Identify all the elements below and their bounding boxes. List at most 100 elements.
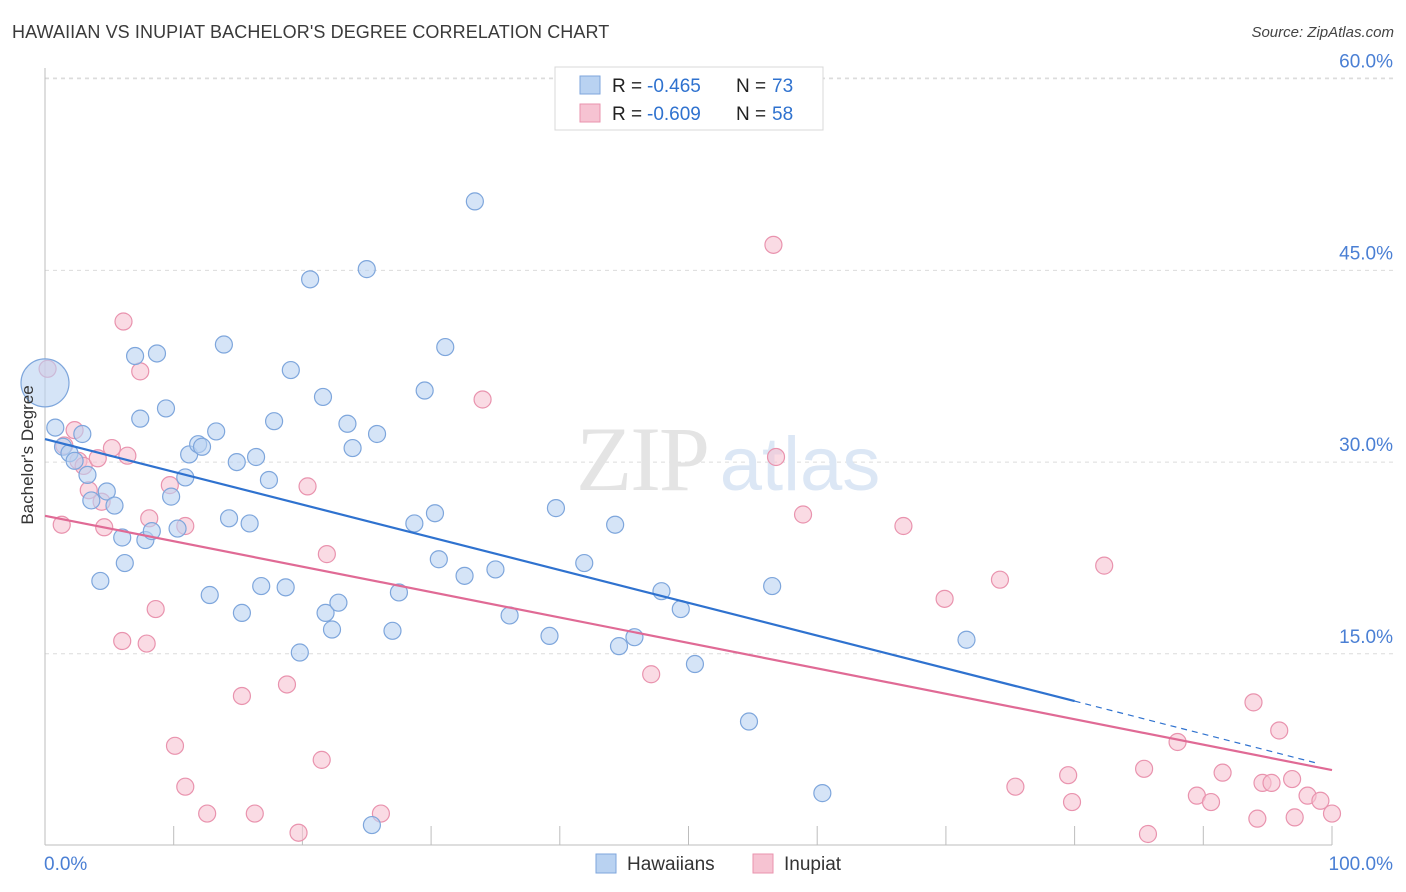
hawaiians-point <box>486 560 505 579</box>
inupiat-point <box>1168 732 1187 752</box>
inupiat-point <box>277 675 297 694</box>
inupiat-point <box>131 362 150 381</box>
inupiat-point <box>1311 791 1330 810</box>
inupiat-point <box>289 823 308 842</box>
hawaiians-point <box>82 491 101 510</box>
hawaiians-point <box>739 712 759 731</box>
hawaiians-point <box>322 620 342 639</box>
hawaiians-point <box>207 422 226 441</box>
inupiat-point <box>1244 693 1263 712</box>
legend-label-inupiat: Inupiat <box>784 854 842 875</box>
source-credit: Source: ZipAtlas.com <box>1251 24 1394 41</box>
hawaiians-trend-line <box>44 438 1075 703</box>
hawaiians-point <box>162 487 181 506</box>
inupiat-point <box>1062 792 1082 812</box>
inupiat-point <box>793 505 813 524</box>
stats-r-label-inupiat: R = <box>612 104 647 125</box>
inupiat-point <box>766 447 786 467</box>
watermark: ZIP atlas <box>576 408 880 510</box>
inupiat-point <box>1270 721 1289 740</box>
inupiat-point <box>137 634 156 653</box>
inupiat-point <box>1201 792 1221 812</box>
stats-r-value-hawaiians: -0.465 <box>647 76 701 97</box>
inupiat-point <box>1138 824 1158 844</box>
y-tick-label: 15.0% <box>1339 627 1393 648</box>
hawaiians-point <box>232 603 252 623</box>
hawaiians-point <box>73 424 92 444</box>
hawaiians-point <box>290 643 309 662</box>
inupiat-point <box>473 390 492 409</box>
hawaiians-point <box>156 399 176 418</box>
y-tick-label: 45.0% <box>1339 243 1393 264</box>
hawaiians-point <box>65 451 84 470</box>
hawaiians-point <box>367 424 387 444</box>
hawaiians-point <box>425 504 445 523</box>
hawaiians-point <box>246 447 266 467</box>
grid-lines <box>45 77 1394 655</box>
hawaiians-point <box>227 453 246 472</box>
inupiat-point <box>1283 769 1302 789</box>
hawaiians-point <box>113 528 132 547</box>
hawaiians-point <box>240 514 259 533</box>
inupiat-point <box>317 545 336 564</box>
y-tick-label: 60.0% <box>1339 52 1393 73</box>
inupiat-point <box>1095 556 1114 575</box>
stats-r-value-inupiat: -0.609 <box>647 104 701 125</box>
series-legend: Hawaiians Inupiat <box>595 853 842 875</box>
hawaiians-point <box>338 414 357 433</box>
hawaiians-point <box>763 576 782 596</box>
hawaiians-point <box>131 409 150 428</box>
stats-n-value-hawaiians: 73 <box>772 76 793 97</box>
hawaiians-point <box>415 381 434 400</box>
inupiat-point <box>232 686 252 706</box>
hawaiians-point <box>405 514 424 533</box>
hawaiians-point <box>46 418 65 437</box>
hawaiians-point <box>168 519 187 538</box>
inupiat-point <box>1322 804 1342 823</box>
inupiat-point <box>1285 808 1304 827</box>
hawaiians-point <box>436 337 455 357</box>
hawaiians-point <box>685 654 705 674</box>
inupiat-point <box>1213 763 1232 782</box>
watermark-zip: ZIP <box>576 408 708 510</box>
inupiat-point <box>176 777 195 796</box>
hawaiians-point <box>362 815 381 835</box>
hawaiians-point <box>200 585 219 605</box>
hawaiians-point <box>105 496 124 515</box>
inupiat-point <box>1006 777 1025 796</box>
data-points <box>20 192 1342 844</box>
inupiat-point <box>146 599 165 619</box>
inupiat-point <box>1059 766 1078 785</box>
hawaiians-point <box>313 387 333 407</box>
inupiat-point <box>764 235 783 254</box>
x-tick-label: 0.0% <box>44 854 87 875</box>
stats-legend: R = -0.465 N = 73 R = -0.609 N = 58 <box>554 66 824 131</box>
hawaiians-point <box>281 360 300 380</box>
hawaiians-point <box>957 630 976 649</box>
hawaiians-point <box>609 637 629 656</box>
hawaiians-point <box>316 603 335 623</box>
hawaiians-point <box>540 626 559 646</box>
stats-swatch-hawaiians <box>579 75 601 95</box>
watermark-atlas: atlas <box>720 422 881 507</box>
stats-r-label-hawaiians: R = <box>612 76 647 97</box>
inupiat-point <box>642 665 661 684</box>
legend-swatch-inupiat <box>752 853 774 874</box>
inupiat-point <box>113 631 132 651</box>
hawaiians-point <box>264 412 284 431</box>
hawaiians-point <box>343 438 362 458</box>
inupiat-point <box>935 589 954 608</box>
y-tick-label: 30.0% <box>1339 435 1393 456</box>
inupiat-point <box>1134 759 1154 778</box>
inupiat-point <box>312 750 331 769</box>
hawaiians-point <box>252 576 271 596</box>
inupiat-point <box>1262 773 1281 792</box>
hawaiians-point <box>455 566 474 585</box>
hawaiians-point <box>465 192 484 211</box>
stats-swatch-inupiat <box>579 103 601 123</box>
stats-n-label-hawaiians: N = <box>736 76 771 97</box>
hawaiians-point <box>259 470 279 490</box>
hawaiians-point <box>606 515 625 534</box>
chart-title: HAWAIIAN VS INUPIAT BACHELOR'S DEGREE CO… <box>12 22 610 42</box>
